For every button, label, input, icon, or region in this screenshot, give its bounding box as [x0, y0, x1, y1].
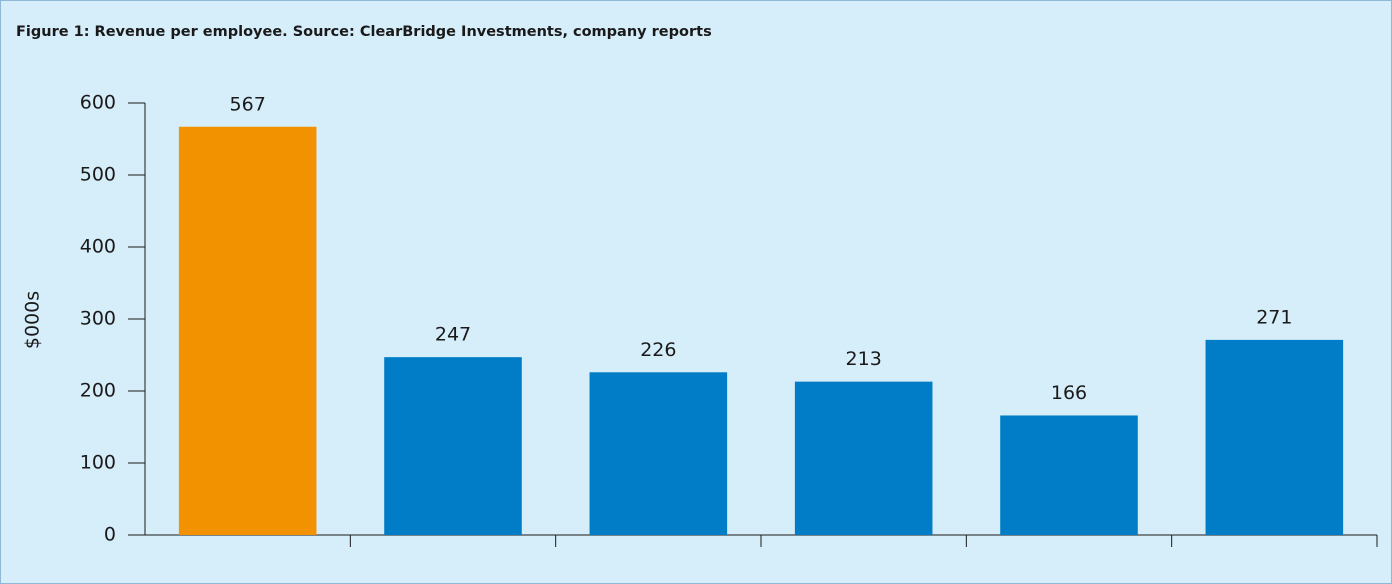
y-tick-label: 0 [104, 524, 116, 546]
y-tick-label: 600 [80, 92, 116, 114]
data-label: 166 [1051, 382, 1087, 404]
y-tick-label: 200 [80, 380, 116, 402]
data-label: 226 [640, 339, 676, 361]
bar [589, 372, 728, 535]
data-label: 213 [846, 348, 882, 370]
bar [178, 126, 317, 535]
chart-title: Figure 1: Revenue per employee. Source: … [16, 24, 712, 40]
y-tick-label: 100 [80, 452, 116, 474]
bar [1205, 339, 1344, 535]
bar [1000, 415, 1138, 535]
bar [794, 381, 933, 535]
y-axis-label: $000s [22, 291, 44, 349]
y-tick-label: 500 [80, 164, 116, 186]
y-tick-label: 300 [80, 308, 116, 330]
data-label: 271 [1256, 306, 1292, 328]
data-label: 567 [230, 93, 266, 115]
bar [384, 357, 522, 535]
y-tick-label: 400 [80, 236, 116, 258]
data-label: 247 [435, 324, 471, 346]
